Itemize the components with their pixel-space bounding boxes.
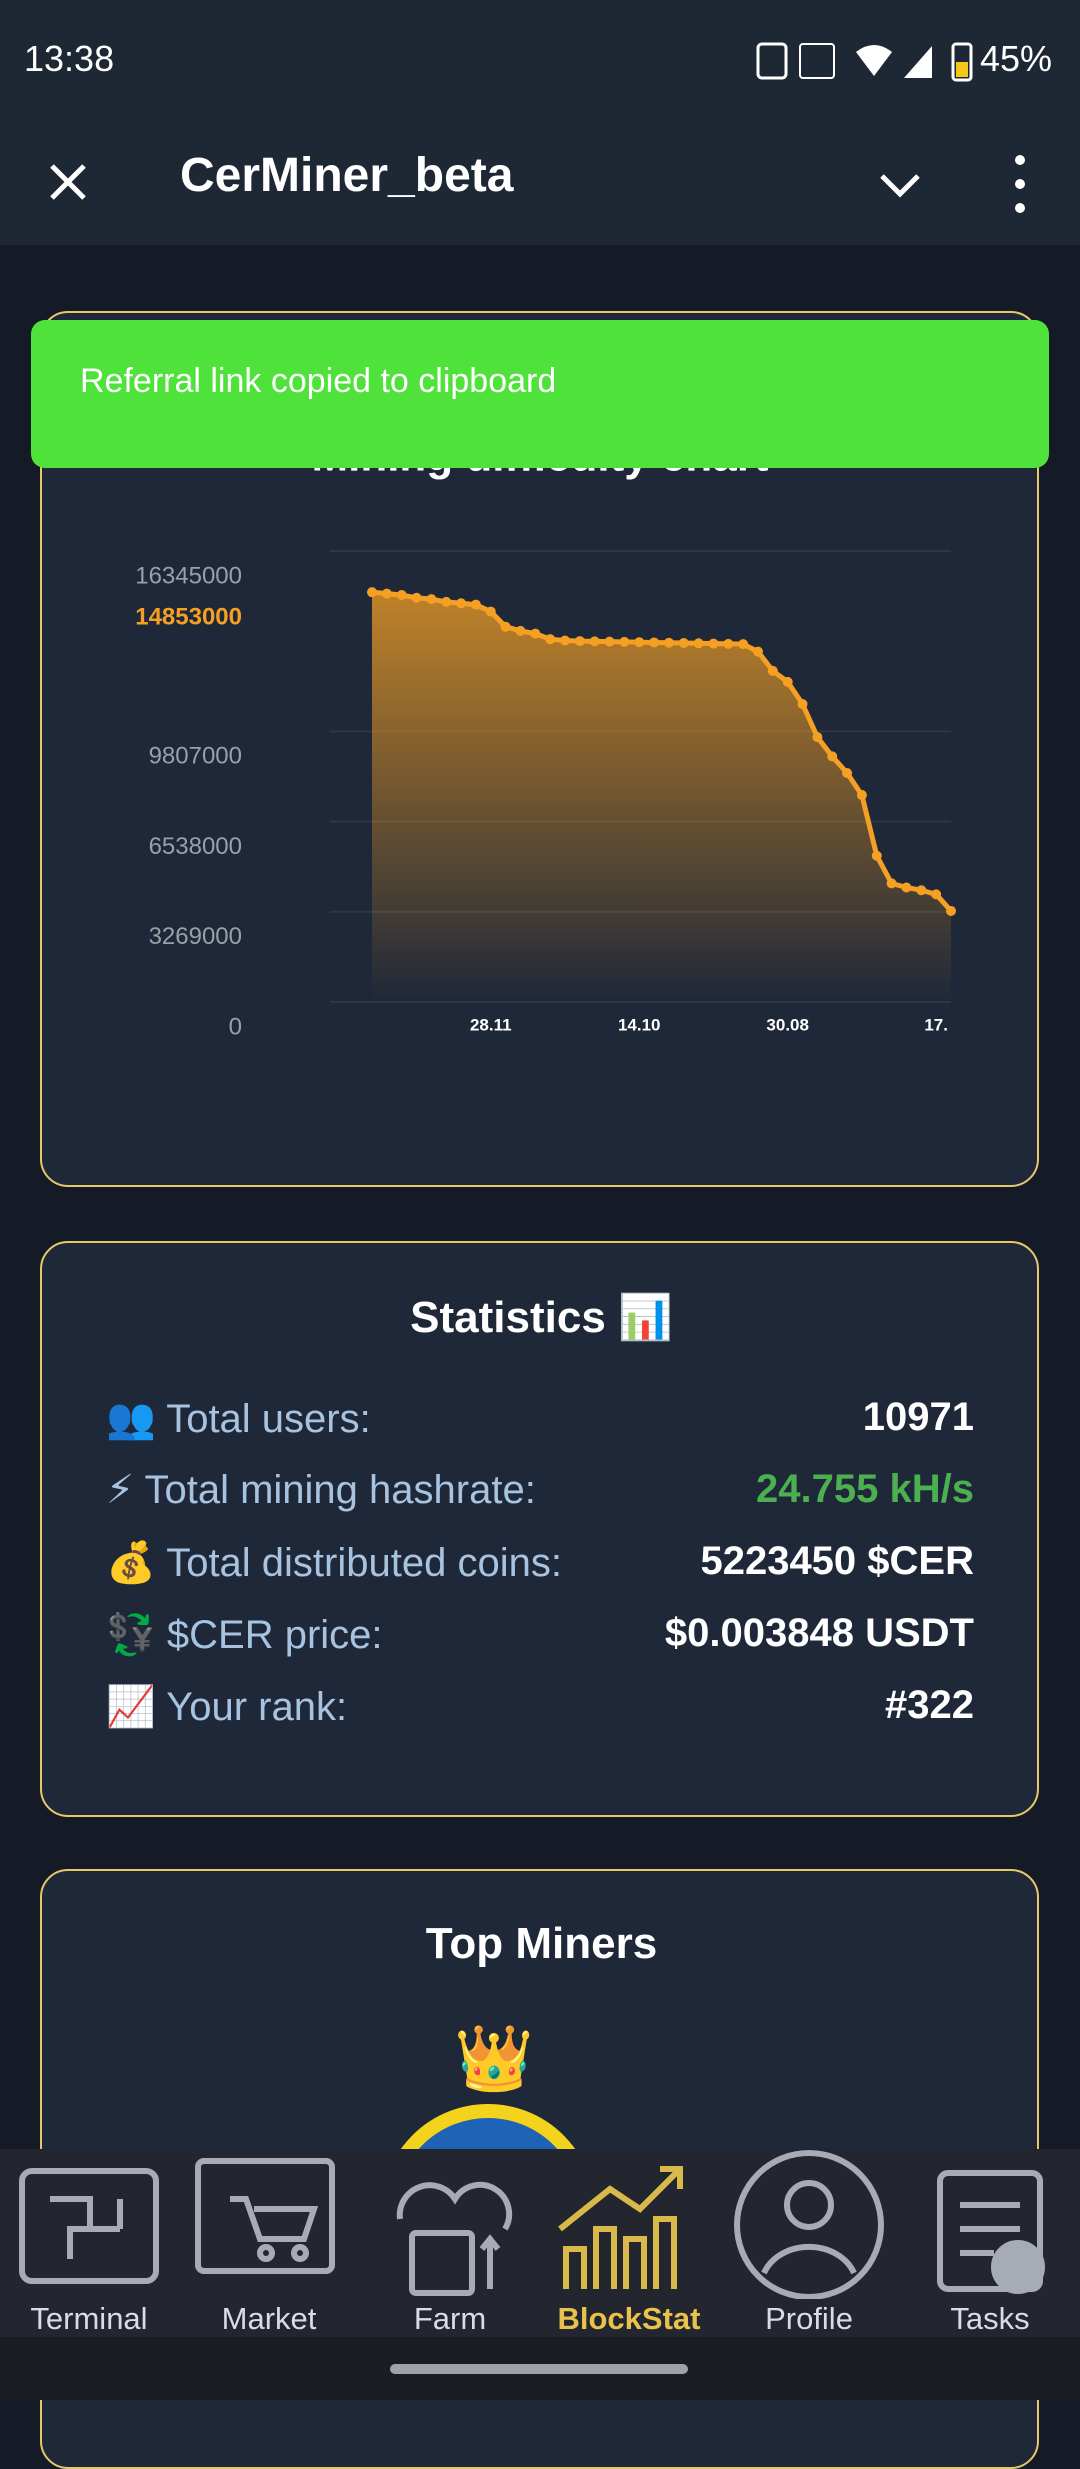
menu-button[interactable] xyxy=(1010,150,1030,220)
nav-item[interactable]: BlockStat xyxy=(557,2301,701,2336)
battery-icon xyxy=(951,42,973,82)
stat-row: 📈 Your rank: #322 xyxy=(106,1683,974,1743)
point xyxy=(738,639,749,650)
y-tick-label: 6538000 xyxy=(149,833,242,860)
y-tick-label: 9807000 xyxy=(149,743,242,770)
point xyxy=(916,885,927,896)
stat-label: ⚡ Total mining hashrate: xyxy=(106,1468,536,1512)
toast-message: Referral link copied to clipboard xyxy=(80,362,557,400)
point xyxy=(589,636,600,647)
x-tick-label: 14.10 xyxy=(618,1015,661,1034)
point xyxy=(663,637,674,648)
gesture-area xyxy=(0,2337,1080,2400)
point xyxy=(901,882,912,893)
point xyxy=(574,636,585,647)
app-title: CerMiner_beta xyxy=(180,149,514,202)
y-tick-label: 3269000 xyxy=(149,923,242,950)
app-bar: CerMiner_beta xyxy=(0,122,1080,245)
stat-label: 💱 $CER price: xyxy=(106,1613,383,1657)
point xyxy=(560,635,570,646)
statistics-title: Statistics 📊 xyxy=(410,1293,673,1342)
stat-value: 10971 xyxy=(862,1395,974,1439)
point xyxy=(604,636,615,647)
stat-row: 💰 Total distributed coins: 5223450 $CER xyxy=(106,1539,974,1599)
statistics-card: Statistics 📊 👥 Total users: 10971 ⚡ Total … xyxy=(40,1241,1039,1817)
point xyxy=(782,676,793,687)
clock: 13:38 xyxy=(24,38,115,79)
point xyxy=(827,751,838,762)
point xyxy=(931,889,942,900)
nav-item[interactable]: Profile xyxy=(765,2301,853,2336)
point xyxy=(456,598,467,609)
point xyxy=(708,638,719,649)
area-fill xyxy=(372,592,951,1002)
stat-value: $0.003848 USDT xyxy=(664,1611,974,1655)
crown-icon: 👑 xyxy=(454,2022,534,2094)
point xyxy=(470,599,481,610)
point xyxy=(946,905,956,916)
x-tick-label: 17. xyxy=(924,1015,948,1034)
nav-icons xyxy=(19,2150,1045,2299)
nav-item[interactable]: Tasks xyxy=(950,2301,1030,2336)
y-tick-label: 16345000 xyxy=(135,562,242,589)
point xyxy=(634,637,645,648)
stat-label: 💰 Total distributed coins: xyxy=(106,1541,562,1585)
point xyxy=(856,790,867,801)
point xyxy=(500,621,511,632)
point xyxy=(797,699,808,710)
point xyxy=(842,767,853,778)
point xyxy=(871,850,882,861)
point xyxy=(678,638,689,649)
line xyxy=(371,589,953,913)
current-value-label: 14853000 xyxy=(135,604,242,631)
stat-value: #322 xyxy=(885,1683,974,1727)
x-tick-label: 28.11 xyxy=(470,1015,512,1034)
point xyxy=(619,636,630,647)
point xyxy=(649,637,660,648)
nav-item[interactable]: Terminal xyxy=(30,2301,148,2336)
nav-item[interactable]: Market xyxy=(221,2301,317,2336)
point xyxy=(723,638,734,649)
stat-row: ⚡ Total mining hashrate: 24.755 kH/s xyxy=(106,1467,974,1527)
point xyxy=(753,646,763,657)
status-bar: 13:38 45% xyxy=(0,0,1080,122)
gesture-handle xyxy=(390,2364,688,2374)
chart: Mining difficulty chart 0326900065380009… xyxy=(135,432,956,1040)
bottom-nav: Terminal Market Farm BlockStat Profile Tasks xyxy=(0,2149,1080,2337)
point xyxy=(515,625,526,636)
x-tick-label: 30.08 xyxy=(766,1015,809,1034)
nav-item[interactable]: Farm xyxy=(413,2301,487,2336)
expand-button[interactable] xyxy=(878,162,922,206)
point xyxy=(381,588,392,599)
point xyxy=(767,665,778,676)
stat-value: 5223450 $CER xyxy=(700,1539,974,1583)
point xyxy=(530,628,541,639)
stat-label: 📈 Your rank: xyxy=(106,1685,348,1729)
point xyxy=(693,638,704,649)
point xyxy=(441,596,452,607)
point xyxy=(545,634,556,645)
point xyxy=(886,878,897,889)
point xyxy=(396,590,407,601)
close-button[interactable] xyxy=(48,154,88,214)
stat-row: 👥 Total users: 10971 xyxy=(106,1395,974,1455)
point xyxy=(411,592,422,603)
status-icons xyxy=(756,42,932,80)
point xyxy=(367,587,377,598)
y-tick-label: 0 xyxy=(229,1013,242,1040)
toast: Referral link copied to clipboard xyxy=(31,320,1049,468)
stat-label: 👥 Total users: xyxy=(106,1397,371,1441)
battery-level: 45% xyxy=(979,38,1052,79)
point xyxy=(426,594,437,605)
point xyxy=(812,732,823,743)
stat-row: 💱 $CER price: $0.003848 USDT xyxy=(106,1611,974,1671)
point xyxy=(485,606,496,617)
top-miners-title: Top Miners xyxy=(425,1919,658,1968)
stat-value: 24.755 kH/s xyxy=(756,1467,974,1511)
